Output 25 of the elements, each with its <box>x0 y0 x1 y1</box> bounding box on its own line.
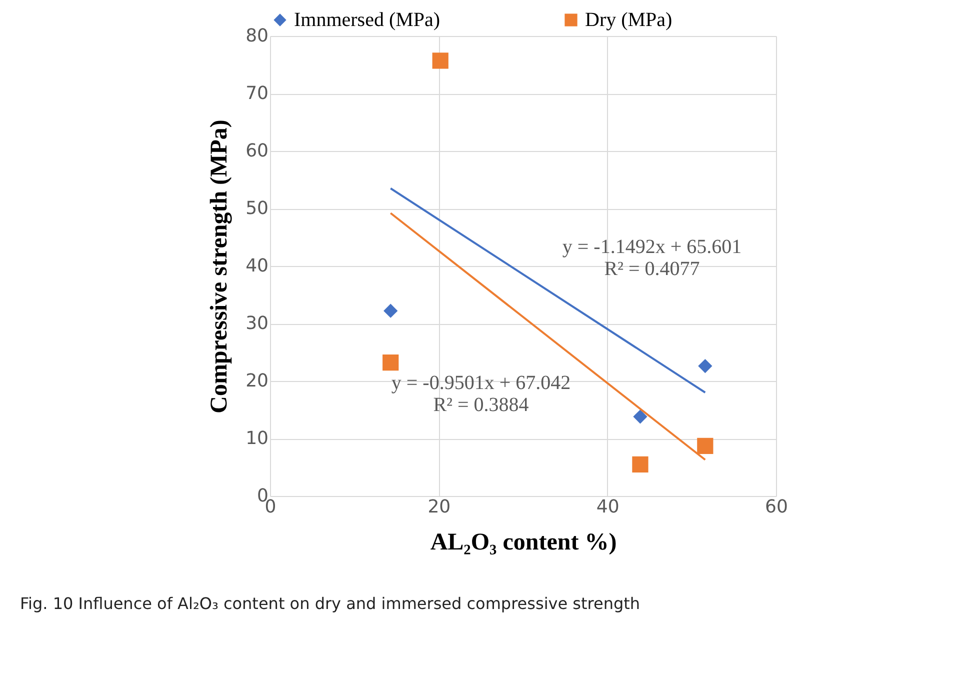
y-tick-label: 80 <box>246 26 268 46</box>
x-tick-label: 60 <box>765 496 788 518</box>
point <box>384 304 398 318</box>
y-axis-title: Compressive strength (MPa) <box>206 120 233 414</box>
point <box>432 52 448 69</box>
y-tick-label: 40 <box>246 256 268 276</box>
y-tick-label: 50 <box>246 198 268 219</box>
x-axis-title: AL₂O₃ content %) <box>430 530 617 556</box>
y-tick-label: 70 <box>246 83 268 104</box>
point <box>632 456 648 472</box>
caption: Fig. 10 Influence of Al₂O₃ content on dry and immersed compressive strength <box>20 594 640 613</box>
point <box>633 410 648 424</box>
point <box>698 358 712 374</box>
point <box>697 438 714 454</box>
legend-label: Imnmersed (MPa) <box>294 9 440 31</box>
y-tick-label: 60 <box>246 140 268 162</box>
annotation: y = -0.9501x + 67.042 R² = 0.3884 <box>391 372 571 416</box>
y-tick-label: 20 <box>246 370 268 392</box>
x-tick-label: 20 <box>428 496 451 518</box>
y-tick-label: 30 <box>246 313 268 334</box>
y-tick-label: 10 <box>246 428 268 449</box>
annotation: y = -1.1492x + 65.601 R² = 0.4077 <box>562 236 742 280</box>
x-tick-label: 40 <box>596 496 620 518</box>
legend-label: Dry (MPa) <box>585 9 672 31</box>
point <box>382 354 399 371</box>
